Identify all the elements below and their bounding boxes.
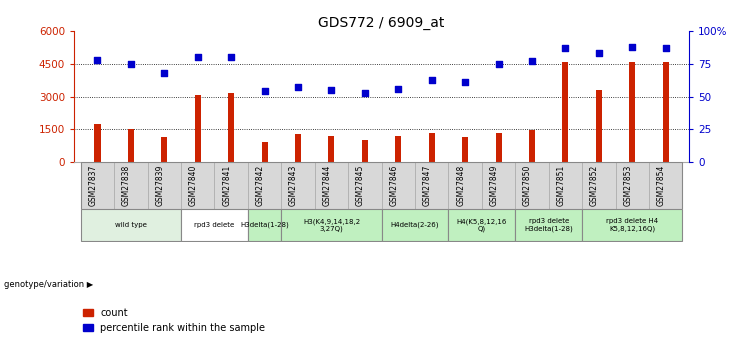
Point bbox=[493, 61, 505, 67]
Text: GSM27839: GSM27839 bbox=[156, 164, 165, 206]
FancyBboxPatch shape bbox=[515, 162, 549, 209]
Text: GSM27854: GSM27854 bbox=[657, 164, 665, 206]
Bar bbox=[395, 136, 402, 162]
Text: GSM27846: GSM27846 bbox=[389, 164, 399, 206]
Text: H3(K4,9,14,18,2
3,27Q): H3(K4,9,14,18,2 3,27Q) bbox=[303, 218, 360, 232]
FancyBboxPatch shape bbox=[582, 162, 616, 209]
Bar bbox=[295, 134, 301, 162]
FancyBboxPatch shape bbox=[114, 162, 147, 209]
Text: H3delta(1-28): H3delta(1-28) bbox=[240, 222, 289, 228]
FancyBboxPatch shape bbox=[649, 162, 682, 209]
Bar bbox=[429, 132, 435, 162]
Bar bbox=[195, 96, 201, 162]
FancyBboxPatch shape bbox=[282, 162, 315, 209]
FancyBboxPatch shape bbox=[81, 209, 181, 241]
Point bbox=[426, 77, 438, 82]
FancyBboxPatch shape bbox=[448, 162, 482, 209]
FancyBboxPatch shape bbox=[448, 209, 515, 241]
Text: GSM27850: GSM27850 bbox=[523, 164, 532, 206]
Text: GSM27847: GSM27847 bbox=[423, 164, 432, 206]
Text: GSM27837: GSM27837 bbox=[88, 164, 98, 206]
FancyBboxPatch shape bbox=[248, 209, 282, 241]
FancyBboxPatch shape bbox=[515, 209, 582, 241]
Text: rpd3 delete: rpd3 delete bbox=[194, 222, 235, 228]
Text: GSM27845: GSM27845 bbox=[356, 164, 365, 206]
FancyBboxPatch shape bbox=[482, 162, 515, 209]
Text: GSM27838: GSM27838 bbox=[122, 164, 131, 206]
Text: GSM27843: GSM27843 bbox=[289, 164, 298, 206]
Bar bbox=[128, 129, 134, 162]
Text: GSM27841: GSM27841 bbox=[222, 164, 231, 206]
FancyBboxPatch shape bbox=[147, 162, 181, 209]
Text: H4delta(2-26): H4delta(2-26) bbox=[391, 222, 439, 228]
Text: rpd3 delete H4
K5,8,12,16Q): rpd3 delete H4 K5,8,12,16Q) bbox=[606, 218, 658, 232]
FancyBboxPatch shape bbox=[616, 162, 649, 209]
FancyBboxPatch shape bbox=[214, 162, 248, 209]
Point bbox=[325, 87, 337, 93]
Text: genotype/variation ▶: genotype/variation ▶ bbox=[4, 280, 93, 289]
Point bbox=[526, 58, 538, 64]
Point bbox=[559, 45, 571, 51]
Text: GSM27852: GSM27852 bbox=[590, 164, 599, 206]
Text: GSM27840: GSM27840 bbox=[189, 164, 198, 206]
Text: GSM27844: GSM27844 bbox=[322, 164, 331, 206]
Bar bbox=[662, 62, 668, 162]
Point bbox=[225, 55, 237, 60]
Point bbox=[359, 90, 370, 95]
FancyBboxPatch shape bbox=[582, 209, 682, 241]
Text: GSM27842: GSM27842 bbox=[256, 164, 265, 206]
Point bbox=[593, 51, 605, 56]
FancyBboxPatch shape bbox=[81, 162, 114, 209]
Bar bbox=[562, 62, 568, 162]
Text: H4(K5,8,12,16
Q): H4(K5,8,12,16 Q) bbox=[456, 218, 507, 232]
Point bbox=[192, 55, 204, 60]
FancyBboxPatch shape bbox=[181, 162, 214, 209]
Text: GSM27851: GSM27851 bbox=[556, 164, 565, 206]
Point bbox=[393, 86, 405, 91]
Point bbox=[92, 57, 104, 63]
FancyBboxPatch shape bbox=[315, 162, 348, 209]
FancyBboxPatch shape bbox=[282, 209, 382, 241]
Bar bbox=[496, 132, 502, 162]
Text: GSM27853: GSM27853 bbox=[623, 164, 632, 206]
Text: rpd3 delete
H3delta(1-28): rpd3 delete H3delta(1-28) bbox=[525, 218, 573, 232]
Point bbox=[459, 79, 471, 85]
FancyBboxPatch shape bbox=[181, 209, 248, 241]
Text: GSM27849: GSM27849 bbox=[490, 164, 499, 206]
Point bbox=[159, 70, 170, 76]
Bar bbox=[629, 62, 635, 162]
FancyBboxPatch shape bbox=[415, 162, 448, 209]
Bar bbox=[462, 137, 468, 162]
Bar bbox=[262, 142, 268, 162]
Text: GSM27848: GSM27848 bbox=[456, 164, 465, 206]
Bar bbox=[95, 124, 101, 162]
FancyBboxPatch shape bbox=[348, 162, 382, 209]
Point bbox=[659, 45, 671, 51]
FancyBboxPatch shape bbox=[248, 162, 282, 209]
Title: GDS772 / 6909_at: GDS772 / 6909_at bbox=[319, 16, 445, 30]
Legend: count, percentile rank within the sample: count, percentile rank within the sample bbox=[79, 304, 269, 337]
Point bbox=[292, 85, 304, 90]
Text: wild type: wild type bbox=[115, 222, 147, 228]
FancyBboxPatch shape bbox=[382, 162, 415, 209]
Bar bbox=[162, 137, 167, 162]
Bar bbox=[328, 136, 334, 162]
Bar bbox=[529, 130, 535, 162]
Bar bbox=[362, 140, 368, 162]
FancyBboxPatch shape bbox=[549, 162, 582, 209]
Point bbox=[626, 44, 638, 50]
Bar bbox=[228, 93, 234, 162]
Bar bbox=[596, 90, 602, 162]
Point bbox=[125, 61, 137, 67]
FancyBboxPatch shape bbox=[382, 209, 448, 241]
Point bbox=[259, 89, 270, 94]
